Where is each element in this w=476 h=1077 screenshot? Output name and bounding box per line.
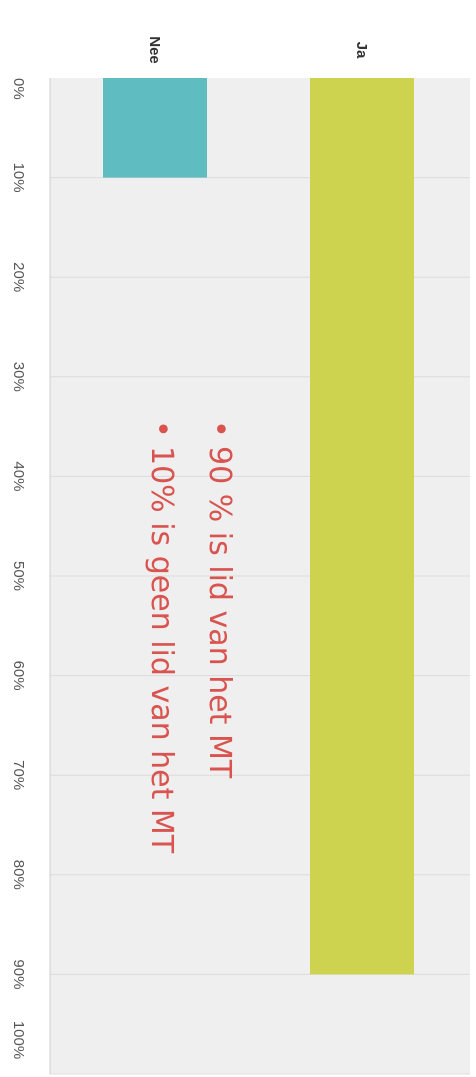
annotation-line-2: 10% is geen lid van het MT <box>144 446 179 854</box>
tick-label: 80% <box>10 860 27 890</box>
tick-label: 10% <box>10 163 27 193</box>
grid-lines <box>49 78 470 1075</box>
tick-label: 30% <box>10 362 27 392</box>
tick-label: 40% <box>10 461 27 491</box>
tick-label: 100% <box>10 1021 27 1059</box>
bars <box>103 78 414 975</box>
annotation-bullet: • <box>202 420 237 438</box>
category-label-ja: Ja <box>353 42 370 59</box>
bar-nee <box>103 78 207 178</box>
annotation-box: • 90 % is lid van het MT • 10% is geen l… <box>144 420 237 854</box>
tick-label: 20% <box>10 262 27 292</box>
tick-label: 70% <box>10 760 27 790</box>
tick-labels: 0% 10% 20% 30% 40% 50% 60% 70% 80% 90% 100% <box>10 78 27 1059</box>
bar-ja <box>310 78 414 975</box>
tick-label: 0% <box>10 78 27 100</box>
annotation-line-1: 90 % is lid van het MT <box>202 446 237 779</box>
annotation-bullet: • <box>144 420 179 438</box>
category-label-nee: Nee <box>146 36 163 64</box>
tick-label: 90% <box>10 959 27 989</box>
tick-label: 50% <box>10 561 27 591</box>
tick-label: 60% <box>10 661 27 691</box>
category-labels: Ja Nee <box>146 36 370 64</box>
